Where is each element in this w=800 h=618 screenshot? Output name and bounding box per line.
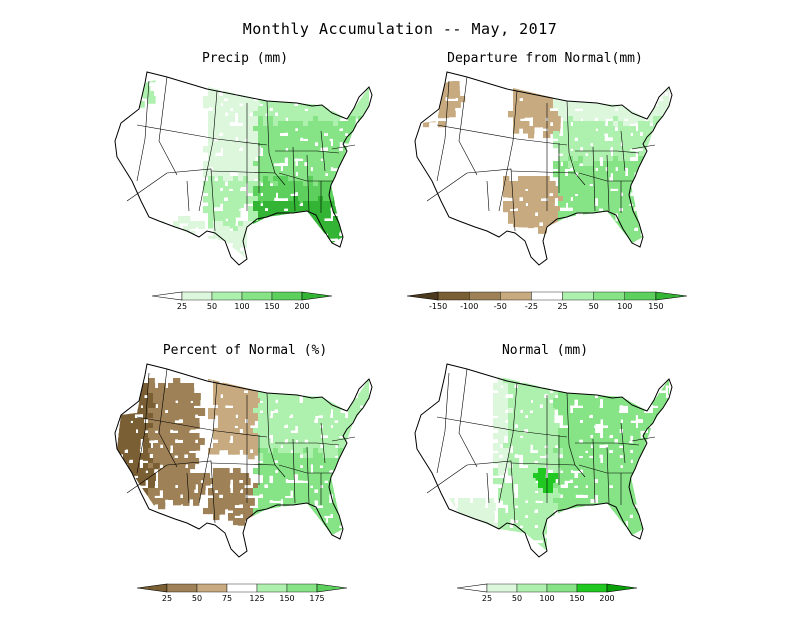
- colorbar-tick-label: 50: [207, 302, 217, 311]
- precip-colorbar: 25 50 100 150 200: [151, 291, 333, 311]
- colorbar-tick-label: 50: [512, 594, 522, 603]
- panel-percent: Percent of Normal (%): [95, 343, 395, 605]
- colorbar-tick-label: -100: [460, 302, 478, 311]
- colorbar-tick-label: 150: [279, 594, 294, 603]
- departure-map: [414, 71, 673, 266]
- colorbar-segment: [562, 291, 594, 301]
- colorbar-tick-label: 25: [177, 302, 187, 311]
- colorbar-tick-label: 100: [234, 302, 249, 311]
- colorbar-tick-label: 25: [482, 594, 492, 603]
- precip-map: [114, 71, 373, 266]
- colorbar-segment: [211, 291, 243, 301]
- colorbar-lower-arrow: [406, 291, 439, 301]
- colorbar-tick-label: 200: [294, 302, 309, 311]
- colorbar-segment: [256, 583, 288, 593]
- colorbar-tick-label: 200: [599, 594, 614, 603]
- colorbar-tick-label: 175: [309, 594, 324, 603]
- colorbar-segment: [271, 291, 303, 301]
- colorbar-segment: [286, 583, 318, 593]
- colorbar-tick-label: 150: [264, 302, 279, 311]
- panel-title: Precip (mm): [201, 51, 289, 66]
- panel-title: Departure from Normal(mm): [447, 51, 643, 66]
- colorbar-tick-label: 25: [162, 594, 172, 603]
- colorbar-tick-label: 125: [249, 594, 264, 603]
- colorbar-segment: [469, 291, 501, 301]
- colorbar-tick-label: 100: [617, 302, 632, 311]
- normal-map: [414, 363, 673, 558]
- colorbar-tick-label: 50: [192, 594, 202, 603]
- colorbar-tick-label: 75: [222, 594, 232, 603]
- colorbar-segment: [226, 583, 258, 593]
- colorbar-segment: [593, 291, 625, 301]
- panel-precip: Precip (mm): [95, 51, 395, 313]
- panel-departure: Departure from Normal(mm): [395, 51, 695, 313]
- colorbar-segment: [196, 583, 228, 593]
- colorbar-segment: [166, 583, 198, 593]
- departure-colorbar: -150 -100 -50 -25 25 50 100 150: [406, 291, 688, 311]
- colorbar-tick-label: -150: [429, 302, 447, 311]
- colorbar-segment: [516, 583, 548, 593]
- percent-map: [114, 363, 373, 558]
- colorbar-segment: [437, 291, 470, 301]
- colorbar-lower-arrow: [136, 583, 168, 593]
- panel-normal: Normal (mm): [395, 343, 695, 605]
- panel-title: Normal (mm): [501, 343, 589, 358]
- colorbar-tick-label: -25: [525, 302, 538, 311]
- colorbar-tick-label: 25: [557, 302, 567, 311]
- colorbar-segment: [576, 583, 608, 593]
- colorbar-upper-arrow: [606, 583, 638, 593]
- colorbar-upper-arrow: [316, 583, 348, 593]
- figure-title: Monthly Accumulation -- May, 2017: [242, 20, 558, 38]
- colorbar-tick-label: 50: [589, 302, 599, 311]
- colorbar-lower-arrow: [456, 583, 488, 593]
- panel-title: Percent of Normal (%): [162, 343, 328, 358]
- percent-colorbar: 25 50 75 125 150 175: [136, 583, 348, 603]
- normal-colorbar: 25 50 100 150 200: [456, 583, 638, 603]
- colorbar-segment: [624, 291, 657, 301]
- colorbar-lower-arrow: [151, 291, 183, 301]
- colorbar-segment: [486, 583, 518, 593]
- colorbar-tick-label: 150: [648, 302, 663, 311]
- colorbar-tick-label: 150: [569, 594, 584, 603]
- colorbar-segment: [546, 583, 578, 593]
- colorbar-segment: [241, 291, 273, 301]
- colorbar-segment: [500, 291, 532, 301]
- colorbar-tick-label: 100: [539, 594, 554, 603]
- colorbar-upper-arrow: [655, 291, 688, 301]
- colorbar-segment: [531, 291, 563, 301]
- colorbar-segment: [181, 291, 213, 301]
- colorbar-upper-arrow: [301, 291, 333, 301]
- colorbar-tick-label: -50: [494, 302, 507, 311]
